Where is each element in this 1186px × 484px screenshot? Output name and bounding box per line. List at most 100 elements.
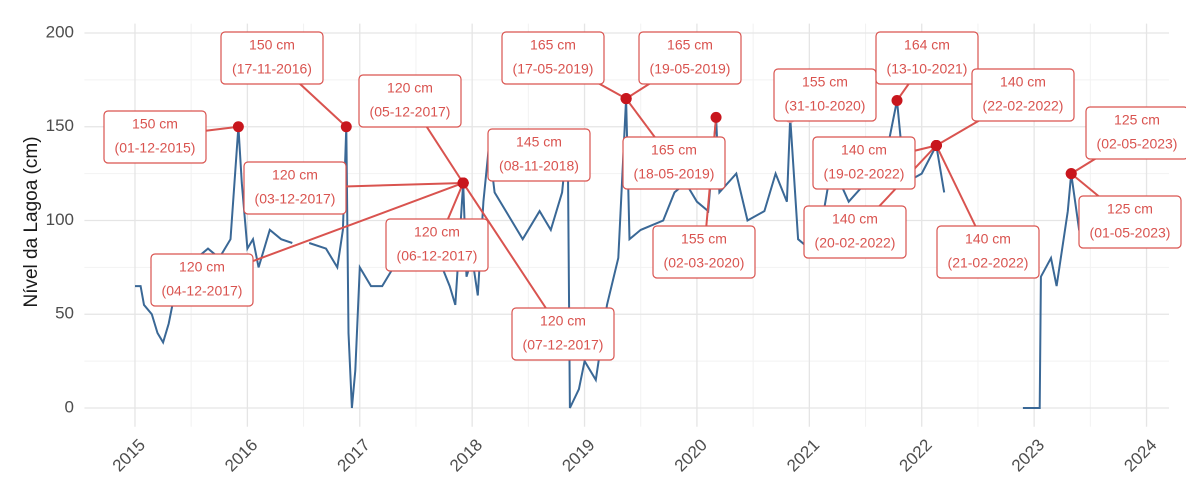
annotation-value: 120 cm bbox=[272, 167, 318, 183]
x-tick-label: 2023 bbox=[1008, 435, 1048, 475]
annotation-date: (18-05-2019) bbox=[634, 166, 715, 182]
annotation: 145 cm (08-11-2018) bbox=[487, 128, 591, 182]
annotation-value: 164 cm bbox=[904, 37, 950, 53]
x-tick-label: 2024 bbox=[1120, 435, 1160, 475]
annotation-value: 120 cm bbox=[414, 224, 460, 240]
annotation-point bbox=[1065, 168, 1077, 180]
annotation-date: (02-05-2023) bbox=[1097, 136, 1178, 152]
annotation-value: 155 cm bbox=[802, 74, 848, 90]
annotation-date: (13-10-2021) bbox=[887, 61, 968, 77]
annotation: 120 cm (04-12-2017) bbox=[150, 253, 254, 307]
annotation-point bbox=[232, 121, 244, 133]
annotation-box bbox=[358, 74, 462, 128]
annotation: 165 cm (19-05-2019) bbox=[638, 31, 742, 85]
y-tick-label: 100 bbox=[46, 210, 74, 229]
annotation-date: (21-02-2022) bbox=[948, 255, 1029, 271]
annotation-value: 120 cm bbox=[387, 80, 433, 96]
annotation-date: (02-03-2020) bbox=[664, 255, 745, 271]
annotation: 150 cm (01-12-2015) bbox=[103, 110, 207, 164]
annotation-date: (22-02-2022) bbox=[983, 98, 1064, 114]
annotation-point bbox=[340, 121, 352, 133]
annotation-date: (19-05-2019) bbox=[650, 61, 731, 77]
annotation-value: 165 cm bbox=[667, 37, 713, 53]
annotation-value: 140 cm bbox=[841, 142, 887, 158]
annotation: 120 cm (05-12-2017) bbox=[358, 74, 462, 128]
annotation-point bbox=[891, 94, 903, 106]
annotation-value: 125 cm bbox=[1114, 112, 1160, 128]
annotation-date: (04-12-2017) bbox=[162, 283, 243, 299]
annotation-value: 120 cm bbox=[540, 313, 586, 329]
annotation-box bbox=[243, 161, 347, 215]
x-tick-label: 2017 bbox=[334, 435, 374, 475]
annotation-date: (31-10-2020) bbox=[785, 98, 866, 114]
annotation: 140 cm (20-02-2022) bbox=[803, 205, 907, 259]
x-tick-label: 2021 bbox=[783, 435, 823, 475]
x-tick-label: 2018 bbox=[446, 435, 486, 475]
annotation-box bbox=[812, 136, 916, 190]
annotation-value: 140 cm bbox=[965, 231, 1011, 247]
annotation: 165 cm (18-05-2019) bbox=[622, 136, 726, 190]
annotation-point bbox=[457, 177, 469, 189]
annotation-date: (08-11-2018) bbox=[499, 158, 579, 174]
annotation-point bbox=[710, 111, 722, 123]
annotation-date: (01-12-2015) bbox=[115, 140, 196, 156]
annotation-value: 125 cm bbox=[1107, 201, 1153, 217]
annotation-value: 140 cm bbox=[1000, 74, 1046, 90]
annotation-date: (17-11-2016) bbox=[232, 61, 312, 77]
annotation: 164 cm (13-10-2021) bbox=[875, 31, 979, 85]
annotation-date: (06-12-2017) bbox=[397, 248, 478, 264]
annotation: 125 cm (02-05-2023) bbox=[1085, 106, 1186, 160]
annotation: 125 cm (01-05-2023) bbox=[1078, 195, 1182, 249]
annotation: 140 cm (21-02-2022) bbox=[936, 225, 1040, 279]
annotation: 140 cm (22-02-2022) bbox=[971, 68, 1075, 122]
y-tick-label: 0 bbox=[65, 397, 74, 416]
x-tick-label: 2022 bbox=[896, 435, 936, 475]
annotation-value: 120 cm bbox=[179, 259, 225, 275]
x-tick-label: 2016 bbox=[221, 435, 261, 475]
annotation-date: (05-12-2017) bbox=[370, 104, 451, 120]
annotation-box bbox=[652, 225, 756, 279]
annotation-box bbox=[936, 225, 1040, 279]
annotation-value: 165 cm bbox=[530, 37, 576, 53]
x-tick-label: 2019 bbox=[558, 435, 598, 475]
annotation-box bbox=[511, 307, 615, 361]
y-axis-label: Nível da Lagoa (cm) bbox=[21, 136, 42, 307]
annotation-value: 140 cm bbox=[832, 211, 878, 227]
annotation: 120 cm (06-12-2017) bbox=[385, 218, 489, 272]
annotation-box bbox=[385, 218, 489, 272]
annotation: 120 cm (03-12-2017) bbox=[243, 161, 347, 215]
annotation-box bbox=[971, 68, 1075, 122]
annotation-box bbox=[773, 68, 877, 122]
annotation-date: (17-05-2019) bbox=[513, 61, 594, 77]
annotation-date: (20-02-2022) bbox=[815, 235, 896, 251]
annotation-value: 165 cm bbox=[651, 142, 697, 158]
annotation-date: (19-02-2022) bbox=[824, 166, 905, 182]
annotation: 155 cm (31-10-2020) bbox=[773, 68, 877, 122]
annotation-value: 150 cm bbox=[249, 37, 295, 53]
annotation-value: 150 cm bbox=[132, 116, 178, 132]
annotation-point bbox=[620, 93, 632, 105]
annotation-box bbox=[220, 31, 324, 85]
y-tick-label: 50 bbox=[55, 304, 74, 323]
annotation: 120 cm (07-12-2017) bbox=[511, 307, 615, 361]
annotation-box bbox=[803, 205, 907, 259]
y-tick-label: 200 bbox=[46, 22, 74, 41]
annotation-value: 155 cm bbox=[681, 231, 727, 247]
annotation-box bbox=[487, 128, 591, 182]
annotation-box bbox=[150, 253, 254, 307]
x-tick-label: 2015 bbox=[109, 435, 149, 475]
annotation-value: 145 cm bbox=[516, 134, 562, 150]
annotation: 155 cm (02-03-2020) bbox=[652, 225, 756, 279]
y-tick-label: 150 bbox=[46, 116, 74, 135]
annotation-date: (03-12-2017) bbox=[255, 191, 336, 207]
annotation-box bbox=[622, 136, 726, 190]
annotation: 140 cm (19-02-2022) bbox=[812, 136, 916, 190]
annotation-box bbox=[875, 31, 979, 85]
annotation: 150 cm (17-11-2016) bbox=[220, 31, 324, 85]
annotation-box bbox=[638, 31, 742, 85]
annotation-date: (01-05-2023) bbox=[1090, 225, 1171, 241]
annotation: 165 cm (17-05-2019) bbox=[501, 31, 605, 85]
annotation-box bbox=[1078, 195, 1182, 249]
